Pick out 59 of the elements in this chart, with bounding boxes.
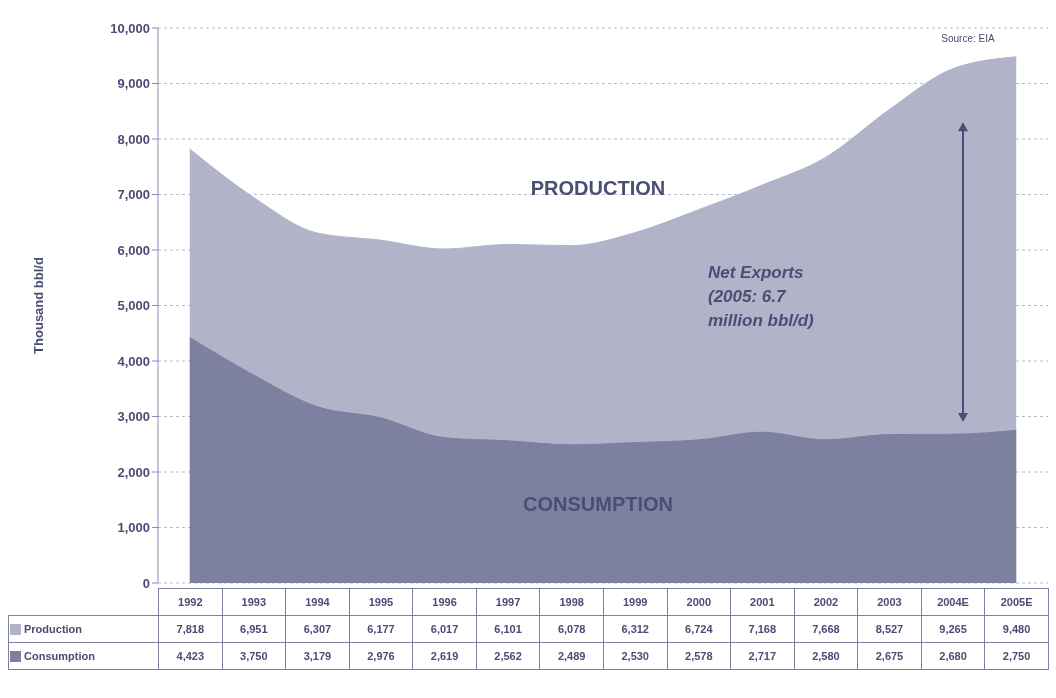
data-label: 7,168 [730, 615, 795, 643]
y-tick-label: 4,000 [117, 353, 150, 369]
y-axis-title: Thousand bbl/d [30, 257, 46, 354]
y-tick-label: 3,000 [117, 409, 150, 425]
x-tick-label: 2004E [921, 588, 985, 616]
data-label: 3,750 [222, 642, 286, 670]
y-tick-label: 6,000 [117, 242, 150, 258]
x-tick-label: 2001 [730, 588, 795, 616]
legend-label: Consumption [24, 650, 95, 663]
y-tick-label: 10,000 [110, 20, 150, 36]
data-label: 2,750 [984, 642, 1049, 670]
x-tick-label: 1999 [603, 588, 667, 616]
x-tick-label: 1992 [158, 588, 223, 616]
x-tick-label: 1996 [412, 588, 477, 616]
data-label: 9,480 [984, 615, 1049, 643]
y-tick-label: 9,000 [117, 76, 150, 92]
y-tick-label: 8,000 [117, 131, 150, 147]
data-label: 6,017 [412, 615, 477, 643]
data-label: 2,675 [857, 642, 922, 670]
data-label: 6,724 [667, 615, 731, 643]
x-tick-label: 2003 [857, 588, 922, 616]
x-tick-label: 1994 [285, 588, 350, 616]
x-tick-label: 2002 [794, 588, 858, 616]
data-label: 6,307 [285, 615, 350, 643]
data-label: 6,101 [476, 615, 540, 643]
x-tick-label: 1998 [539, 588, 604, 616]
annotation: PRODUCTION [530, 176, 666, 199]
data-label: 2,717 [730, 642, 795, 670]
data-label: 2,976 [349, 642, 413, 670]
data-label: 2,580 [794, 642, 858, 670]
y-tick-label: 2,000 [117, 464, 150, 480]
x-tick-label: 1993 [222, 588, 286, 616]
annotation: Net Exports (2005: 6.7 million bbl/d) [708, 262, 815, 330]
data-label: 9,265 [921, 615, 985, 643]
y-tick-label: 7,000 [117, 187, 150, 203]
data-label: 6,177 [349, 615, 413, 643]
x-tick-label: 2005E [984, 588, 1049, 616]
annotation: Source: EIA [941, 32, 996, 44]
data-label: 2,530 [603, 642, 667, 670]
data-label: 6,312 [603, 615, 667, 643]
data-label: 2,680 [921, 642, 985, 670]
data-label: 2,562 [476, 642, 540, 670]
x-tick-label: 1997 [476, 588, 540, 616]
data-label: 4,423 [158, 642, 223, 670]
legend-label: Production [24, 623, 83, 636]
data-label: 8,527 [857, 615, 922, 643]
data-label: 2,489 [539, 642, 604, 670]
x-tick-label: 1995 [349, 588, 413, 616]
data-label: 6,078 [539, 615, 604, 643]
x-tick-label: 2000 [667, 588, 731, 616]
y-tick-label: 1,000 [117, 520, 150, 536]
data-label: 2,578 [667, 642, 731, 670]
data-label: 3,179 [285, 642, 350, 670]
data-label: 7,818 [158, 615, 223, 643]
y-tick-label: 5,000 [117, 298, 150, 314]
data-label: 6,951 [222, 615, 286, 643]
y-tick-label: 0 [142, 575, 150, 591]
data-label: 7,668 [794, 615, 858, 643]
data-label: 2,619 [412, 642, 477, 670]
